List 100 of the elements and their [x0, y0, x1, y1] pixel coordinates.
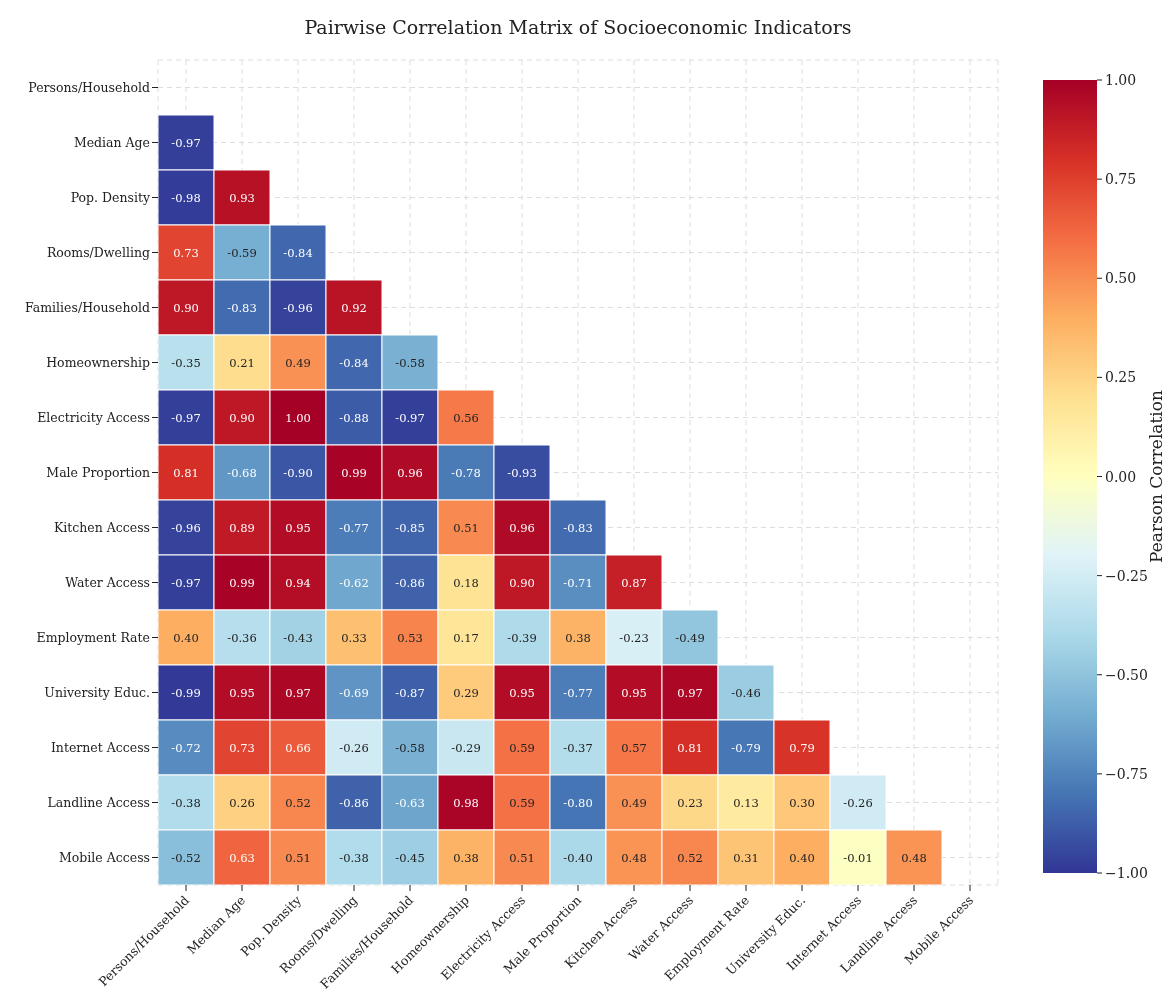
data-label: -0.97 [395, 410, 425, 425]
data-label: -0.96 [171, 520, 201, 535]
data-label: -0.38 [171, 795, 201, 810]
data-label: 0.29 [453, 685, 479, 700]
chart-title: Pairwise Correlation Matrix of Socioeconomic Indicators [303, 16, 853, 38]
data-label: 0.40 [173, 630, 199, 645]
data-label: 0.95 [621, 685, 647, 700]
data-label: 0.96 [397, 465, 423, 480]
color-bar-label: 0.00 [1105, 468, 1137, 485]
y-tick-label: Families/Household [24, 300, 150, 315]
y-tick-label: Employment Rate [36, 630, 150, 645]
data-label: 0.95 [509, 685, 535, 700]
data-label: -0.96 [283, 300, 313, 315]
data-label: -0.98 [171, 190, 201, 205]
data-label: -0.71 [563, 575, 593, 590]
data-label: -0.86 [339, 795, 369, 810]
y-tick-label: Internet Access [50, 740, 150, 755]
data-label: -0.97 [171, 575, 201, 590]
data-label: -0.83 [563, 520, 593, 535]
data-label: 0.92 [341, 300, 367, 315]
data-label: 0.51 [509, 850, 535, 865]
y-tick-label: Kitchen Access [53, 520, 150, 535]
data-label: 0.96 [509, 520, 535, 535]
data-label: 0.52 [677, 850, 703, 865]
data-label: 0.98 [453, 795, 479, 810]
data-label: -0.26 [843, 795, 873, 810]
data-label: -0.77 [339, 520, 369, 535]
data-label: 0.90 [509, 575, 535, 590]
data-label: -0.68 [227, 465, 257, 480]
data-label: -0.93 [507, 465, 537, 480]
data-label: 0.93 [229, 190, 255, 205]
data-label: 0.40 [789, 850, 815, 865]
data-label: -0.45 [395, 850, 425, 865]
color-bar-label: 0.25 [1105, 369, 1137, 386]
data-label: -0.83 [227, 300, 257, 315]
data-label: 0.18 [453, 575, 479, 590]
data-label: 0.81 [677, 740, 703, 755]
data-label: -0.97 [171, 410, 201, 425]
data-label: 0.17 [453, 630, 479, 645]
data-label: 0.38 [453, 850, 479, 865]
y-tick-label: Mobile Access [59, 850, 150, 865]
y-tick-label: Landline Access [47, 795, 150, 810]
data-label: -0.43 [283, 630, 313, 645]
data-label: 0.99 [341, 465, 367, 480]
color-bar-label: −0.25 [1105, 567, 1148, 584]
color-bar-label: −1.00 [1105, 865, 1148, 881]
data-label: 0.63 [229, 850, 255, 865]
y-tick-label: University Educ. [44, 685, 150, 700]
data-label: 0.94 [285, 575, 311, 590]
data-label: 0.99 [229, 575, 255, 590]
data-label: 0.33 [341, 630, 367, 645]
data-label: -0.26 [339, 740, 369, 755]
y-tick-label: Persons/Household [28, 80, 150, 95]
data-label: 0.21 [229, 355, 255, 370]
y-tick-label: Electricity Access [37, 410, 150, 425]
data-label: -0.58 [395, 740, 425, 755]
data-label: 0.97 [285, 685, 311, 700]
data-label: 1.00 [285, 410, 311, 425]
data-label: 0.59 [509, 740, 535, 755]
data-label: -0.59 [227, 245, 257, 260]
color-bar-label: 1.00 [1105, 72, 1137, 88]
color-bar-label: −0.50 [1105, 666, 1148, 683]
data-label: -0.79 [731, 740, 761, 755]
data-label: -0.87 [395, 685, 425, 700]
data-label: 0.87 [621, 575, 647, 590]
color-bar-label: 0.75 [1105, 171, 1137, 188]
data-label: -0.78 [451, 465, 481, 480]
data-label: -0.58 [395, 355, 425, 370]
data-label: 0.95 [229, 685, 255, 700]
color-bar-label: −0.75 [1105, 765, 1148, 782]
data-label: -0.80 [563, 795, 593, 810]
data-label: 0.66 [285, 740, 311, 755]
data-label: 0.26 [229, 795, 255, 810]
data-label: -0.97 [171, 135, 201, 150]
color-bar-label: 0.50 [1105, 270, 1137, 287]
data-label: -0.46 [731, 685, 761, 700]
data-label: -0.84 [283, 245, 313, 260]
data-label: 0.51 [285, 850, 311, 865]
data-label: 0.57 [621, 740, 647, 755]
data-label: -0.39 [507, 630, 537, 645]
data-label: 0.48 [621, 850, 647, 865]
data-label: -0.88 [339, 410, 369, 425]
data-label: -0.29 [451, 740, 481, 755]
data-label: 0.53 [397, 630, 423, 645]
data-label: 0.97 [677, 685, 703, 700]
data-label: 0.52 [285, 795, 311, 810]
data-label: -0.37 [563, 740, 593, 755]
data-label: 0.90 [229, 410, 255, 425]
data-label: -0.01 [843, 850, 873, 865]
data-label: -0.62 [339, 575, 369, 590]
data-label: 0.95 [285, 520, 311, 535]
data-label: -0.69 [339, 685, 369, 700]
data-label: 0.56 [453, 410, 479, 425]
data-label: -0.90 [283, 465, 313, 480]
data-label: -0.52 [171, 850, 201, 865]
y-tick-label: Median Age [73, 135, 150, 150]
color-bar-title: Pearson Correlation [1146, 390, 1166, 563]
data-label: 0.79 [789, 740, 815, 755]
data-label: -0.72 [171, 740, 201, 755]
data-label: 0.73 [229, 740, 255, 755]
